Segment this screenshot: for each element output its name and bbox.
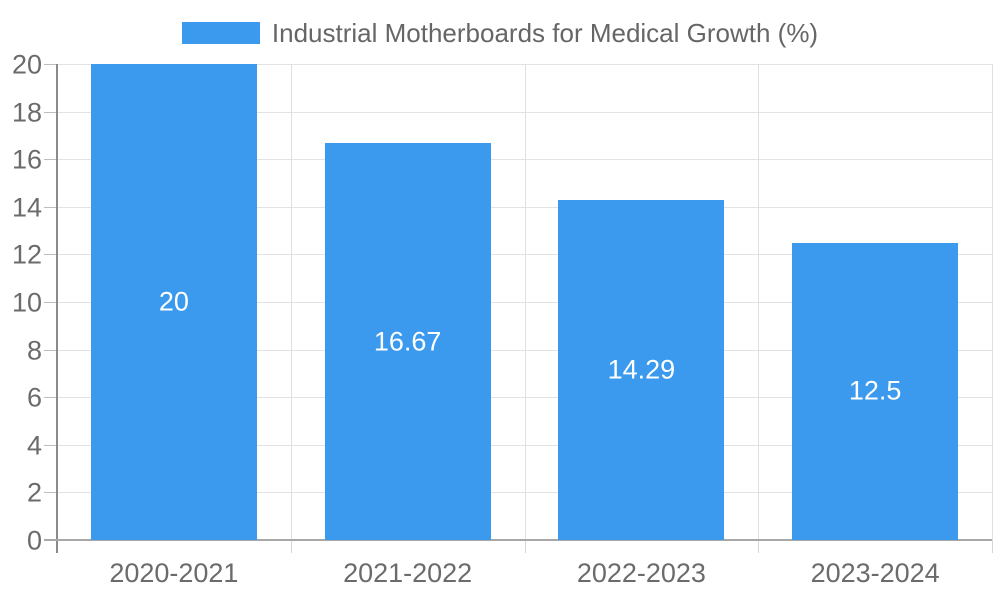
x-tick-label: 2021-2022 xyxy=(343,558,473,588)
bar xyxy=(558,199,725,540)
y-tick-mark xyxy=(44,444,57,446)
gridline xyxy=(992,64,993,540)
bar-value-label: 20 xyxy=(158,286,189,317)
chart-legend: Industrial Motherboards for Medical Grow… xyxy=(0,18,1000,48)
y-tick-label: 8 xyxy=(26,335,42,366)
x-tick-mark xyxy=(758,540,760,553)
x-tick-label: 2020-2021 xyxy=(109,558,239,588)
y-tick-label: 2 xyxy=(26,477,42,508)
y-tick-mark xyxy=(44,492,57,494)
gridline xyxy=(758,64,760,540)
y-tick-label: 16 xyxy=(11,144,42,175)
bar xyxy=(792,242,959,540)
y-tick-label: 10 xyxy=(11,287,42,318)
y-axis-line xyxy=(56,64,58,553)
y-tick-label: 6 xyxy=(26,382,42,413)
y-tick-label: 14 xyxy=(11,192,42,223)
x-tick-mark xyxy=(290,540,292,553)
y-tick-mark xyxy=(44,397,57,399)
x-tick-label: 2023-2024 xyxy=(810,558,940,588)
y-tick-label: 18 xyxy=(11,97,42,128)
bar-value-label: 14.29 xyxy=(607,354,676,385)
gridline xyxy=(290,64,292,540)
y-tick-mark xyxy=(44,302,57,303)
y-tick-label: 20 xyxy=(11,49,42,80)
legend-label: Industrial Motherboards for Medical Grow… xyxy=(271,17,819,48)
bar xyxy=(90,64,257,540)
x-tick-mark xyxy=(524,540,526,553)
y-tick-mark xyxy=(44,349,57,351)
legend-swatch xyxy=(181,22,260,44)
y-tick-mark xyxy=(44,111,57,113)
y-tick-label: 0 xyxy=(26,525,42,556)
y-tick-mark xyxy=(44,206,57,208)
y-tick-mark xyxy=(44,254,57,256)
x-axis-line xyxy=(44,539,992,541)
x-tick-label: 2022-2023 xyxy=(576,558,706,588)
y-tick-mark xyxy=(44,64,57,65)
y-tick-label: 12 xyxy=(11,239,42,270)
bar xyxy=(324,143,491,540)
y-tick-mark xyxy=(44,159,57,161)
x-tick-mark xyxy=(992,540,993,553)
bar-value-label: 12.5 xyxy=(848,375,902,406)
y-tick-label: 4 xyxy=(26,430,42,461)
bar-value-label: 16.67 xyxy=(373,326,442,357)
gridline xyxy=(524,64,526,540)
